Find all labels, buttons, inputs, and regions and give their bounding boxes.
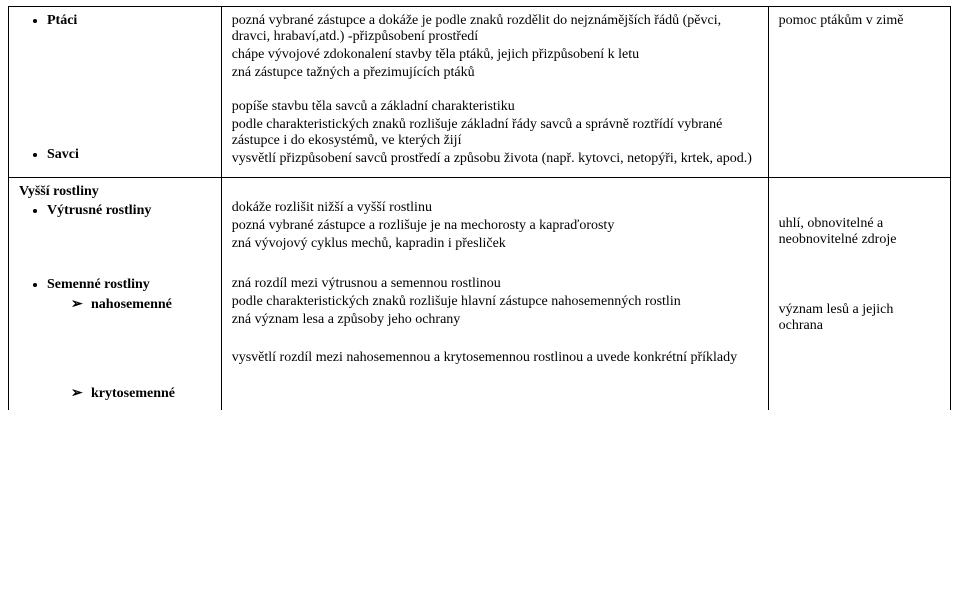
topic-semenne-label: Semenné rostliny <box>47 277 150 292</box>
cell-topics-plants: Vyšší rostliny Výtrusné rostliny Semenné… <box>9 178 222 411</box>
cell-right-plants: uhlí, obnovitelné a neobnovitelné zdroje… <box>768 178 950 411</box>
mid-text: popíše stavbu těla savců a základní char… <box>232 99 758 115</box>
mid-text: podle charakteristických znaků rozlišuje… <box>232 294 758 310</box>
mid-text: podle charakteristických znaků rozlišuje… <box>232 117 758 149</box>
heading-vyssi-rostliny: Vyšší rostliny <box>19 184 211 200</box>
mid-text: vysvětlí přizpůsobení savců prostředí a … <box>232 151 758 167</box>
cell-topics-birds-mammals: Ptáci Savci <box>9 7 222 178</box>
right-text: význam lesů a jejich ochrana <box>779 302 940 334</box>
right-text: pomoc ptákům v zimě <box>779 13 940 29</box>
mid-text: dokáže rozlišit nižší a vyšší rostlinu <box>232 200 758 216</box>
mid-text: zná zástupce tažných a přezimujících ptá… <box>232 65 758 81</box>
cell-right-birds-mammals: pomoc ptákům v zimě <box>768 7 950 178</box>
mid-text: pozná vybrané zástupce a dokáže je podle… <box>232 13 758 45</box>
mid-text: zná rozdíl mezi výtrusnou a semennou ros… <box>232 276 758 292</box>
mid-text: zná význam lesa a způsoby jeho ochrany <box>232 312 758 328</box>
topic-savci: Savci <box>47 147 211 163</box>
subtopic-nahosemenne: nahosemenné <box>91 296 211 313</box>
topic-ptaci: Ptáci <box>47 13 211 29</box>
right-text: uhlí, obnovitelné a neobnovitelné zdroje <box>779 216 940 248</box>
mid-text: zná vývojový cyklus mechů, kapradin i př… <box>232 236 758 252</box>
topic-semenne: Semenné rostliny nahosemenné krytosemenn… <box>47 277 211 402</box>
subtopic-krytosemenne: krytosemenné <box>91 385 211 402</box>
cell-mid-birds-mammals: pozná vybrané zástupce a dokáže je podle… <box>221 7 768 178</box>
mid-text: chápe vývojové zdokonalení stavby těla p… <box>232 47 758 63</box>
mid-text: pozná vybrané zástupce a rozlišuje je na… <box>232 218 758 234</box>
cell-mid-plants: dokáže rozlišit nižší a vyšší rostlinu p… <box>221 178 768 411</box>
document-table: Ptáci Savci pozná vybrané zástupce a dok… <box>8 6 951 410</box>
topic-vytrusne: Výtrusné rostliny <box>47 203 211 219</box>
mid-text: vysvětlí rozdíl mezi nahosemennou a kryt… <box>232 350 758 366</box>
